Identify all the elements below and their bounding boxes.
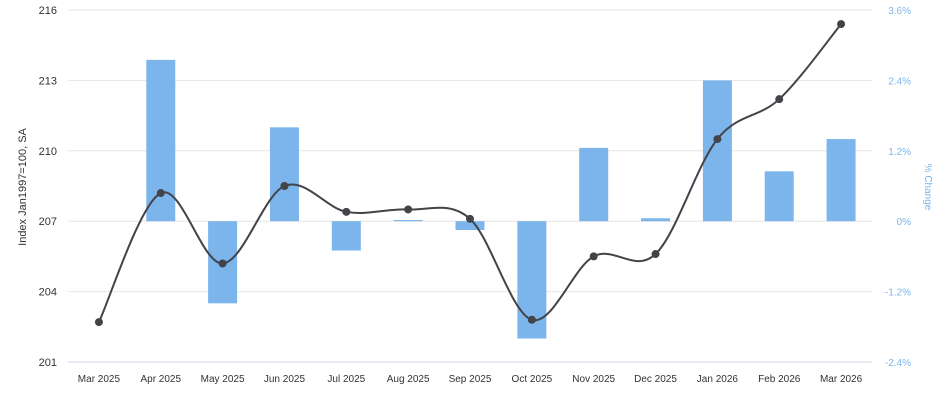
bar-series — [146, 59, 856, 339]
x-tick-label: Apr 2025 — [140, 374, 181, 385]
left-axis-ticks: 201 204 207 210 213 216 — [39, 5, 57, 369]
right-tick-label: -1.2% — [885, 288, 911, 299]
bar — [455, 221, 485, 230]
line-series — [94, 20, 846, 327]
x-tick-label: Mar 2025 — [78, 374, 121, 385]
x-tick-label: Aug 2025 — [387, 374, 430, 385]
x-tick-label: Mar 2026 — [820, 374, 863, 385]
bar — [579, 147, 609, 222]
line-point — [466, 214, 474, 223]
right-tick-label: 1.2% — [888, 147, 911, 158]
x-tick-label: Jul 2025 — [327, 374, 365, 385]
line-point — [218, 259, 227, 268]
bar — [269, 127, 299, 222]
right-tick-label: -2.4% — [885, 358, 911, 369]
line-point — [280, 182, 289, 190]
line-point — [713, 135, 722, 144]
bar — [331, 221, 361, 251]
x-tick-label: Jan 2026 — [697, 374, 739, 385]
bar — [764, 171, 794, 222]
x-tick-label: Jun 2025 — [264, 374, 306, 385]
left-tick-label: 213 — [39, 75, 57, 87]
left-tick-label: 210 — [39, 146, 57, 158]
left-tick-label: 201 — [39, 357, 57, 369]
line-point — [94, 318, 103, 327]
line-point — [651, 250, 660, 259]
x-tick-label: Nov 2025 — [572, 374, 615, 385]
x-tick-label: Sep 2025 — [449, 374, 492, 385]
left-tick-label: 216 — [39, 5, 57, 17]
x-tick-label: Feb 2026 — [758, 374, 801, 385]
right-axis-title: % Change — [922, 164, 933, 211]
right-tick-label: 3.6% — [888, 6, 911, 17]
right-axis-ticks: -2.4% -1.2% 0% 1.2% 2.4% 3.6% — [885, 6, 911, 369]
bar — [393, 220, 423, 222]
line-point — [775, 95, 784, 104]
bar — [702, 80, 732, 222]
gridlines — [68, 9, 872, 363]
x-tick-label: Dec 2025 — [634, 374, 677, 385]
x-axis-ticks: Mar 2025 Apr 2025 May 2025 Jun 2025 Jul 2025… — [78, 374, 863, 385]
left-tick-label: 204 — [39, 287, 57, 299]
right-tick-label: 2.4% — [888, 76, 911, 87]
line-point — [404, 205, 413, 214]
right-tick-label: 0% — [897, 217, 912, 228]
line-point — [837, 20, 846, 29]
line-point — [589, 252, 598, 261]
bar — [826, 139, 856, 222]
bar — [641, 218, 671, 222]
left-axis-title: Index Jan1997=100, SA — [17, 127, 29, 245]
line-point — [156, 189, 165, 198]
left-tick-label: 207 — [39, 216, 57, 228]
line-point — [527, 315, 536, 324]
x-tick-label: Oct 2025 — [512, 374, 553, 385]
line-point — [342, 207, 351, 216]
x-tick-label: May 2025 — [201, 374, 245, 385]
